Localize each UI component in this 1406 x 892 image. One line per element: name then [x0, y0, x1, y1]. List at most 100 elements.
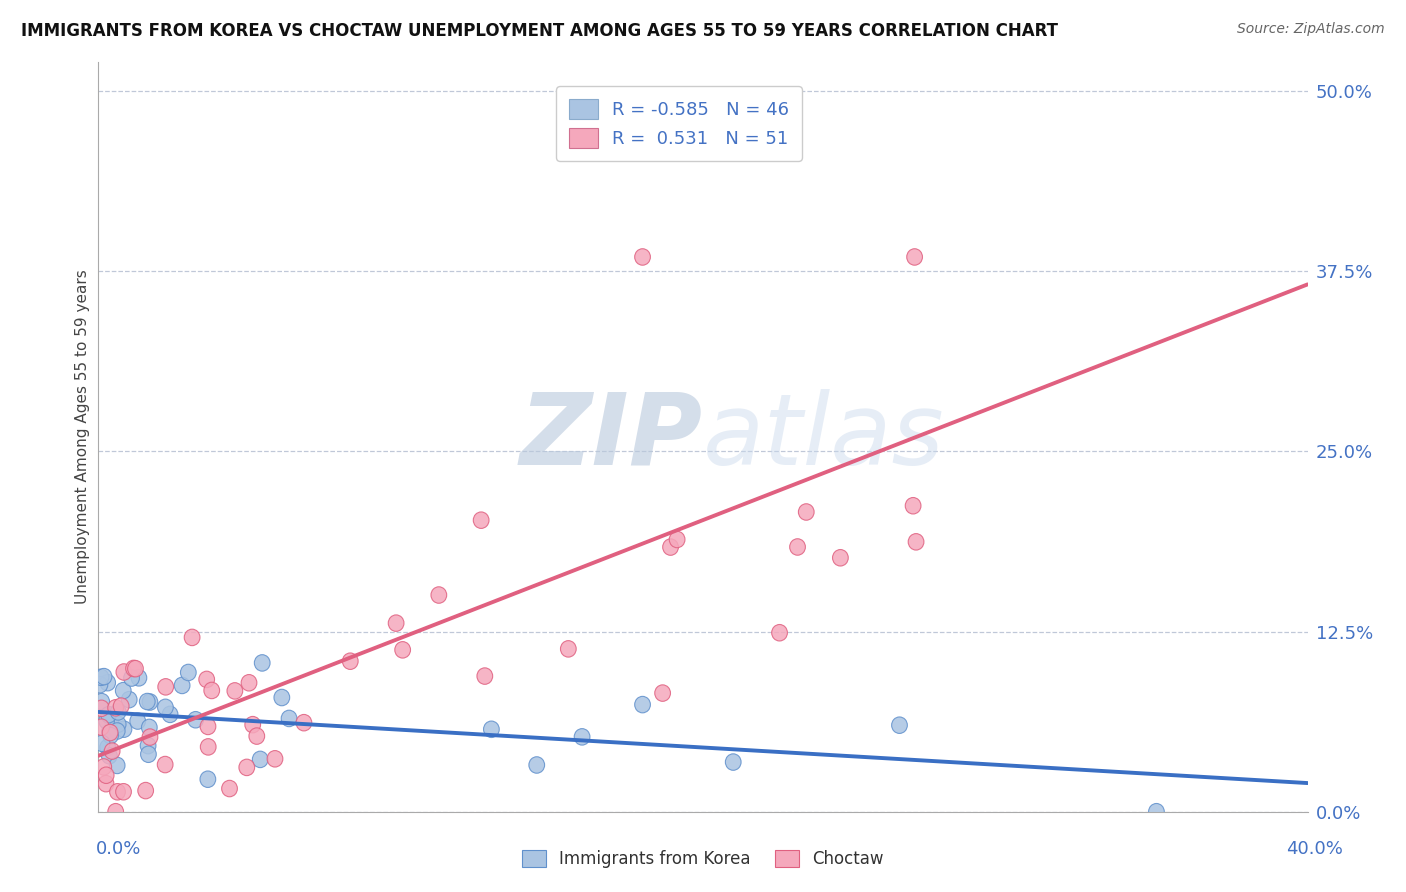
Ellipse shape	[101, 706, 117, 723]
Ellipse shape	[101, 747, 117, 764]
Ellipse shape	[96, 759, 111, 775]
Ellipse shape	[799, 504, 814, 520]
Ellipse shape	[242, 674, 257, 691]
Ellipse shape	[790, 539, 806, 555]
Ellipse shape	[267, 750, 283, 767]
Ellipse shape	[141, 746, 156, 763]
Ellipse shape	[249, 728, 264, 744]
Ellipse shape	[200, 739, 217, 756]
Ellipse shape	[184, 629, 200, 646]
Ellipse shape	[157, 756, 173, 772]
Ellipse shape	[174, 677, 190, 694]
Ellipse shape	[662, 539, 679, 556]
Ellipse shape	[198, 671, 215, 688]
Ellipse shape	[110, 757, 125, 773]
Ellipse shape	[94, 693, 110, 710]
Ellipse shape	[94, 719, 110, 735]
Ellipse shape	[200, 771, 215, 788]
Ellipse shape	[200, 718, 217, 735]
Ellipse shape	[157, 679, 173, 695]
Text: 0.0%: 0.0%	[96, 840, 141, 858]
Ellipse shape	[110, 716, 127, 732]
Ellipse shape	[162, 706, 179, 723]
Ellipse shape	[141, 738, 156, 754]
Ellipse shape	[432, 587, 447, 603]
Legend: Immigrants from Korea, Choctaw: Immigrants from Korea, Choctaw	[516, 843, 890, 875]
Ellipse shape	[98, 713, 114, 729]
Ellipse shape	[93, 669, 108, 686]
Text: ZIP: ZIP	[520, 389, 703, 485]
Ellipse shape	[281, 710, 297, 727]
Ellipse shape	[128, 660, 143, 677]
Ellipse shape	[117, 721, 132, 738]
Ellipse shape	[529, 756, 544, 773]
Ellipse shape	[108, 699, 124, 716]
Ellipse shape	[226, 682, 243, 699]
Text: Source: ZipAtlas.com: Source: ZipAtlas.com	[1237, 22, 1385, 37]
Ellipse shape	[891, 717, 907, 733]
Y-axis label: Unemployment Among Ages 55 to 59 years: Unemployment Among Ages 55 to 59 years	[75, 269, 90, 605]
Ellipse shape	[98, 767, 114, 783]
Ellipse shape	[157, 699, 173, 715]
Ellipse shape	[669, 532, 685, 548]
Ellipse shape	[100, 739, 115, 756]
Ellipse shape	[245, 716, 260, 733]
Ellipse shape	[561, 640, 576, 657]
Ellipse shape	[96, 668, 112, 685]
Ellipse shape	[755, 141, 772, 157]
Legend: R = -0.585   N = 46, R =  0.531   N = 51: R = -0.585 N = 46, R = 0.531 N = 51	[555, 87, 801, 161]
Ellipse shape	[634, 697, 651, 713]
Ellipse shape	[110, 704, 127, 720]
Ellipse shape	[477, 668, 492, 684]
Ellipse shape	[474, 512, 489, 528]
Ellipse shape	[297, 714, 312, 731]
Ellipse shape	[222, 780, 238, 797]
Ellipse shape	[239, 759, 254, 776]
Ellipse shape	[274, 690, 290, 706]
Ellipse shape	[395, 641, 411, 658]
Ellipse shape	[142, 719, 157, 736]
Ellipse shape	[103, 727, 118, 744]
Ellipse shape	[104, 710, 120, 727]
Ellipse shape	[94, 700, 110, 716]
Ellipse shape	[655, 685, 671, 701]
Ellipse shape	[124, 670, 139, 686]
Ellipse shape	[125, 660, 142, 677]
Ellipse shape	[117, 664, 132, 681]
Ellipse shape	[907, 249, 922, 265]
Ellipse shape	[832, 549, 848, 566]
Ellipse shape	[115, 783, 131, 800]
Ellipse shape	[94, 735, 110, 752]
Text: 40.0%: 40.0%	[1286, 840, 1343, 858]
Ellipse shape	[91, 676, 108, 693]
Text: atlas: atlas	[703, 389, 945, 485]
Ellipse shape	[139, 693, 155, 710]
Ellipse shape	[204, 682, 219, 698]
Ellipse shape	[388, 615, 404, 632]
Ellipse shape	[180, 665, 197, 681]
Ellipse shape	[131, 670, 146, 686]
Ellipse shape	[110, 783, 125, 800]
Ellipse shape	[108, 804, 124, 820]
Ellipse shape	[98, 775, 114, 792]
Ellipse shape	[252, 751, 269, 768]
Ellipse shape	[142, 729, 157, 746]
Ellipse shape	[114, 698, 129, 714]
Ellipse shape	[115, 682, 131, 699]
Ellipse shape	[104, 743, 120, 759]
Ellipse shape	[129, 713, 146, 730]
Ellipse shape	[142, 694, 157, 710]
Ellipse shape	[905, 498, 921, 514]
Ellipse shape	[908, 533, 924, 550]
Ellipse shape	[101, 723, 117, 740]
Ellipse shape	[1149, 804, 1164, 820]
Ellipse shape	[484, 721, 499, 738]
Ellipse shape	[725, 754, 741, 771]
Ellipse shape	[634, 249, 651, 265]
Ellipse shape	[121, 691, 136, 708]
Ellipse shape	[103, 724, 118, 741]
Ellipse shape	[254, 655, 270, 671]
Ellipse shape	[138, 782, 153, 799]
Ellipse shape	[574, 729, 591, 745]
Ellipse shape	[772, 624, 787, 641]
